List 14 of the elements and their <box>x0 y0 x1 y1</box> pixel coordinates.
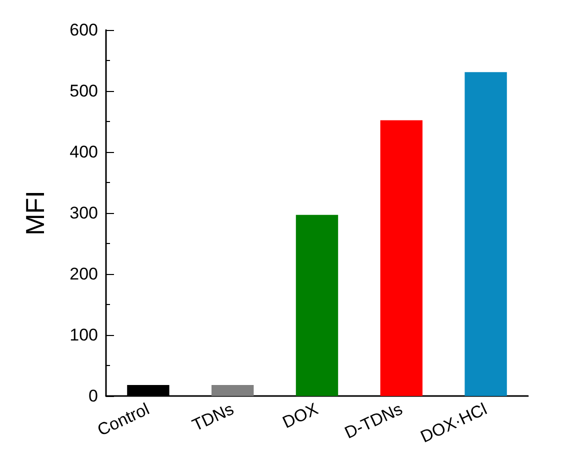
x-tick-label: DOX <box>280 399 322 432</box>
x-tick-label: TDNs <box>189 399 237 435</box>
y-tick-label: 400 <box>70 142 98 162</box>
y-tick-label: 500 <box>70 82 98 100</box>
y-tick-label: 600 <box>70 20 98 40</box>
bar <box>380 120 422 396</box>
bar <box>212 385 254 396</box>
y-axis-title: MFI <box>20 190 50 236</box>
bar <box>464 72 507 396</box>
y-tick-label: 300 <box>70 204 98 222</box>
y-tick-label: 100 <box>70 326 98 344</box>
y-tick-label: 200 <box>70 264 98 284</box>
y-tick-label: 0 <box>88 386 98 406</box>
bar <box>296 214 338 396</box>
